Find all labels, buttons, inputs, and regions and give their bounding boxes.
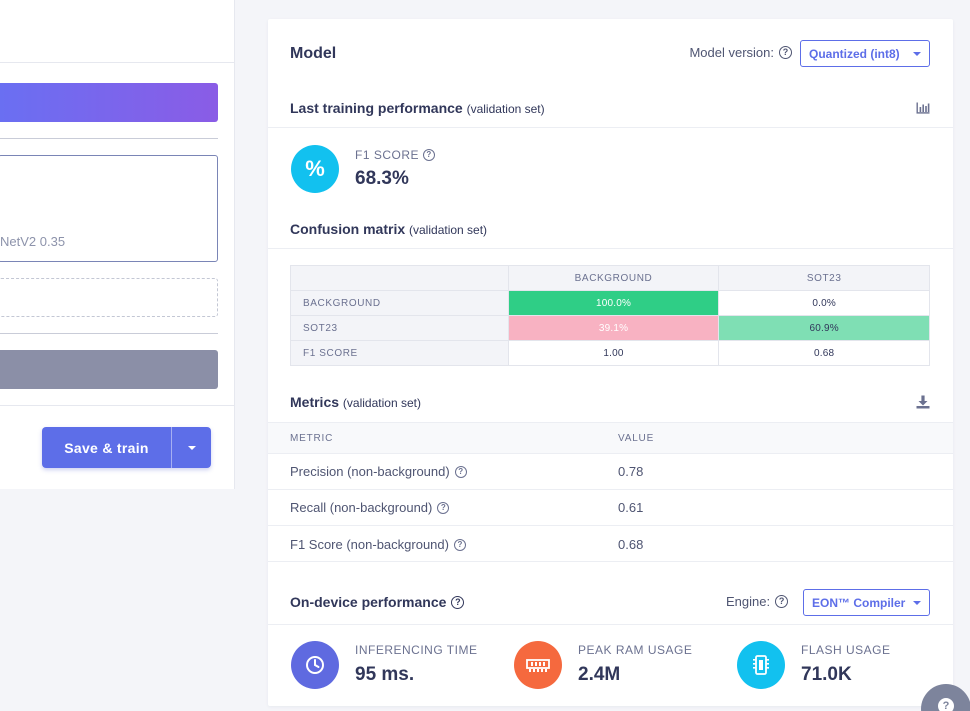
engine-value: EON™ Compiler <box>812 595 906 610</box>
engine-label-group: Engine: ? <box>726 594 789 609</box>
section-divider <box>268 127 953 128</box>
engine-select[interactable]: EON™ Compiler <box>803 589 930 616</box>
neural-network-model-box[interactable] <box>0 155 218 262</box>
metric-name: Recall (non-background) <box>290 500 433 515</box>
confusion-matrix-cell: 60.9% <box>718 315 930 341</box>
caret-down-icon <box>913 51 921 56</box>
help-icon[interactable]: ? <box>437 501 450 514</box>
model-version-label-group: Model version: ? <box>689 45 792 60</box>
metric-value: 0.78 <box>618 464 644 479</box>
metric-name-cell: Precision (non-background) ? <box>290 464 467 479</box>
memory-icon <box>514 641 562 689</box>
metric-name-cell: Recall (non-background) ? <box>290 500 450 515</box>
confusion-matrix-table: BACKGROUND SOT23 BACKGROUND 100.0% 0.0% … <box>290 265 930 366</box>
confusion-matrix-heading: Confusion matrix (validation set) <box>290 221 487 237</box>
metrics-table-header <box>268 422 953 454</box>
metric-name: Precision (non-background) <box>290 464 450 479</box>
f1-score-label-group: F1 SCORE ? <box>355 148 436 162</box>
confusion-matrix-cell: 0.0% <box>718 290 930 316</box>
caret-down-icon <box>187 445 196 450</box>
model-card: Model Model version: ? Quantized (int8) … <box>268 19 953 706</box>
inferencing-time-label: INFERENCING TIME <box>355 643 478 657</box>
confusion-matrix-row-header: BACKGROUND <box>290 290 509 316</box>
panel-divider <box>0 405 235 406</box>
f1-score-label: F1 SCORE <box>355 148 420 162</box>
purple-action-button[interactable] <box>0 83 218 122</box>
confusion-matrix-row-header: SOT23 <box>290 315 509 341</box>
metrics-heading: Metrics (validation set) <box>290 394 421 410</box>
peak-ram-value: 2.4M <box>578 664 621 685</box>
model-version-label: Model version: <box>689 45 774 60</box>
confusion-matrix-row-header: F1 SCORE <box>290 340 509 366</box>
help-icon[interactable]: ? <box>775 595 789 608</box>
help-icon[interactable]: ? <box>423 149 436 161</box>
confusion-matrix-column-header: BACKGROUND <box>507 265 720 291</box>
confusion-matrix-corner-cell <box>290 265 509 291</box>
metrics-subtitle: (validation set) <box>342 396 421 410</box>
metrics-column-metric: METRIC <box>290 433 334 444</box>
training-performance-subtitle: (validation set) <box>466 102 545 116</box>
help-icon[interactable]: ? <box>453 538 466 551</box>
save-and-train-button[interactable]: Save & train <box>42 427 171 468</box>
metrics-row <box>268 490 953 526</box>
confusion-matrix-row: BACKGROUND 100.0% 0.0% <box>290 290 930 316</box>
panel-divider <box>0 333 218 334</box>
panel-divider <box>0 138 218 139</box>
metrics-row <box>268 454 953 490</box>
save-train-button-group: Save & train <box>42 427 211 468</box>
gray-action-button[interactable] <box>0 350 218 389</box>
metric-value: 0.61 <box>618 500 644 515</box>
chip-icon <box>737 641 785 689</box>
metrics-row <box>268 526 953 562</box>
confusion-matrix-cell: 100.0% <box>507 290 720 316</box>
clock-icon <box>291 641 339 689</box>
confusion-matrix-cell: 39.1% <box>507 315 720 341</box>
confusion-matrix-column-header: SOT23 <box>718 265 930 291</box>
help-icon[interactable]: ? <box>779 46 792 59</box>
save-options-dropdown-button[interactable] <box>171 427 211 468</box>
model-version-select[interactable]: Quantized (int8) <box>800 40 930 67</box>
metric-name-cell: F1 Score (non-background) ? <box>290 537 466 552</box>
confusion-matrix-cell: 0.68 <box>718 340 930 366</box>
inferencing-time-value: 95 ms. <box>355 664 415 685</box>
help-icon[interactable]: ? <box>454 465 467 478</box>
f1-score-value: 68.3% <box>355 168 409 189</box>
help-icon[interactable]: ? <box>451 595 465 609</box>
confusion-matrix-cell: 1.00 <box>507 340 720 366</box>
model-name-text: NetV2 0.35 <box>0 234 66 249</box>
help-icon: ? <box>938 698 954 711</box>
confusion-matrix-subtitle: (validation set) <box>409 223 488 237</box>
model-version-value: Quantized (int8) <box>809 46 900 61</box>
on-device-performance-heading: On-device performance ? <box>290 594 465 610</box>
training-performance-title: Last training performance <box>290 100 463 116</box>
confusion-matrix-row: SOT23 39.1% 60.9% <box>290 315 930 341</box>
confusion-matrix-title: Confusion matrix <box>290 221 406 237</box>
metrics-title: Metrics <box>290 394 340 410</box>
add-layer-dropzone[interactable] <box>0 278 218 317</box>
metric-value: 0.68 <box>618 537 644 552</box>
confusion-matrix-header-row: BACKGROUND SOT23 <box>290 265 930 291</box>
bar-chart-icon[interactable] <box>916 102 930 114</box>
on-device-performance-title: On-device performance <box>290 594 447 610</box>
metrics-column-value: VALUE <box>618 433 655 444</box>
panel-divider <box>0 62 235 63</box>
metric-name: F1 Score (non-background) <box>290 537 449 552</box>
model-card-title: Model <box>290 45 337 62</box>
caret-down-icon <box>913 600 921 605</box>
confusion-matrix-row: F1 SCORE 1.00 0.68 <box>290 340 930 366</box>
engine-label: Engine: <box>726 594 771 609</box>
peak-ram-label: PEAK RAM USAGE <box>578 643 693 657</box>
download-icon[interactable] <box>916 395 930 409</box>
flash-usage-value: 71.0K <box>801 664 852 685</box>
impulse-settings-panel: NetV2 0.35 Save & train <box>0 0 235 489</box>
section-divider <box>268 248 953 249</box>
percent-icon: % <box>291 145 339 193</box>
training-performance-heading: Last training performance (validation se… <box>290 100 545 116</box>
section-divider <box>268 624 953 625</box>
flash-usage-label: FLASH USAGE <box>801 643 891 657</box>
